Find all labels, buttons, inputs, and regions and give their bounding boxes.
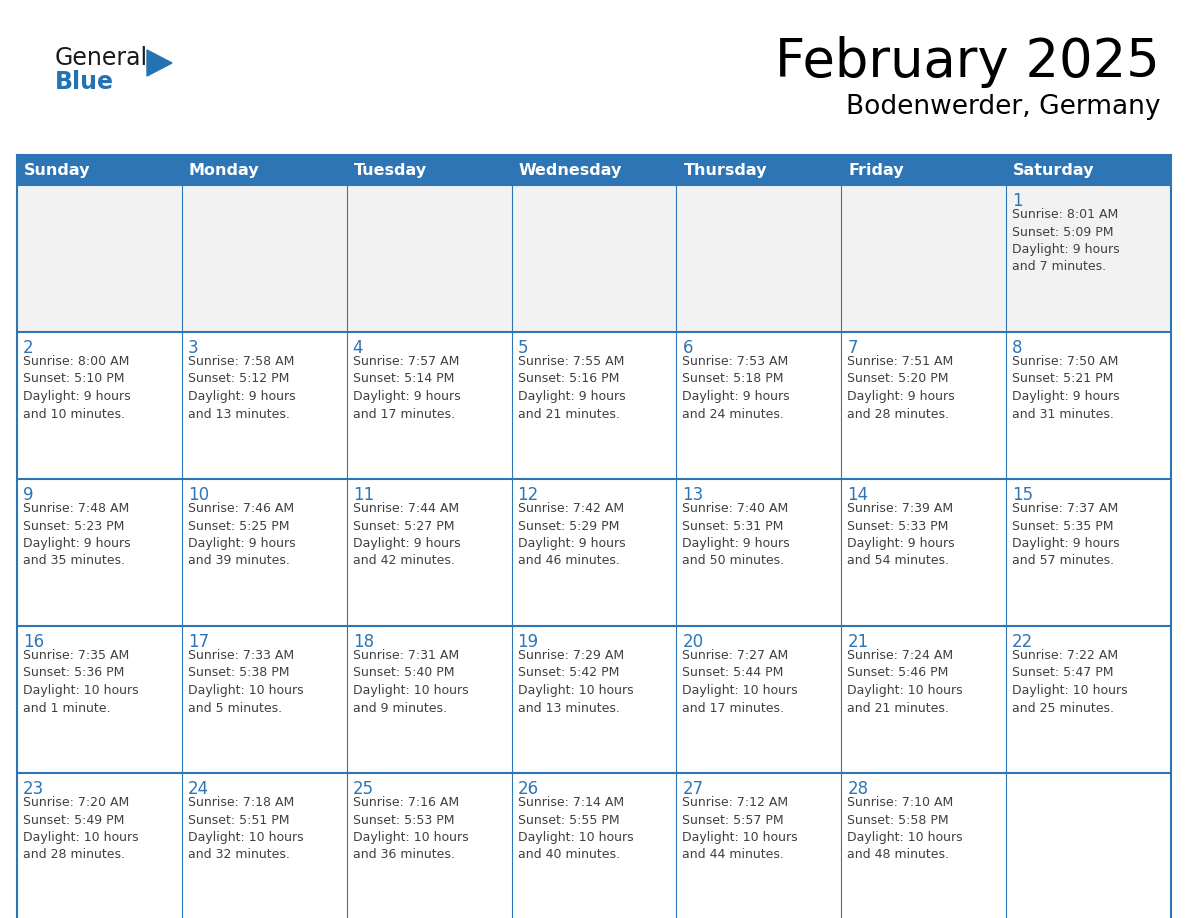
Text: 17: 17 bbox=[188, 633, 209, 651]
Text: Sunrise: 7:20 AM
Sunset: 5:49 PM
Daylight: 10 hours
and 28 minutes.: Sunrise: 7:20 AM Sunset: 5:49 PM Dayligh… bbox=[23, 796, 139, 861]
Text: Sunrise: 7:58 AM
Sunset: 5:12 PM
Daylight: 9 hours
and 13 minutes.: Sunrise: 7:58 AM Sunset: 5:12 PM Dayligh… bbox=[188, 355, 296, 420]
Text: Sunrise: 7:18 AM
Sunset: 5:51 PM
Daylight: 10 hours
and 32 minutes.: Sunrise: 7:18 AM Sunset: 5:51 PM Dayligh… bbox=[188, 796, 303, 861]
Text: Sunrise: 7:24 AM
Sunset: 5:46 PM
Daylight: 10 hours
and 21 minutes.: Sunrise: 7:24 AM Sunset: 5:46 PM Dayligh… bbox=[847, 649, 963, 714]
Polygon shape bbox=[147, 50, 172, 76]
Text: Sunday: Sunday bbox=[24, 162, 90, 177]
Text: 7: 7 bbox=[847, 339, 858, 357]
Text: Sunrise: 7:35 AM
Sunset: 5:36 PM
Daylight: 10 hours
and 1 minute.: Sunrise: 7:35 AM Sunset: 5:36 PM Dayligh… bbox=[23, 649, 139, 714]
Text: Sunrise: 7:16 AM
Sunset: 5:53 PM
Daylight: 10 hours
and 36 minutes.: Sunrise: 7:16 AM Sunset: 5:53 PM Dayligh… bbox=[353, 796, 468, 861]
Bar bbox=[17, 626, 1171, 773]
Text: 28: 28 bbox=[847, 780, 868, 798]
Bar bbox=[17, 773, 1171, 918]
Text: 21: 21 bbox=[847, 633, 868, 651]
Text: Sunrise: 7:10 AM
Sunset: 5:58 PM
Daylight: 10 hours
and 48 minutes.: Sunrise: 7:10 AM Sunset: 5:58 PM Dayligh… bbox=[847, 796, 963, 861]
Text: Sunrise: 7:57 AM
Sunset: 5:14 PM
Daylight: 9 hours
and 17 minutes.: Sunrise: 7:57 AM Sunset: 5:14 PM Dayligh… bbox=[353, 355, 460, 420]
Text: Saturday: Saturday bbox=[1013, 162, 1094, 177]
Text: Wednesday: Wednesday bbox=[519, 162, 623, 177]
Bar bbox=[17, 479, 1171, 626]
Text: Sunrise: 7:51 AM
Sunset: 5:20 PM
Daylight: 9 hours
and 28 minutes.: Sunrise: 7:51 AM Sunset: 5:20 PM Dayligh… bbox=[847, 355, 955, 420]
Text: 20: 20 bbox=[682, 633, 703, 651]
Text: 6: 6 bbox=[682, 339, 693, 357]
Text: 13: 13 bbox=[682, 486, 703, 504]
Text: 19: 19 bbox=[518, 633, 538, 651]
Bar bbox=[17, 332, 1171, 479]
Text: 27: 27 bbox=[682, 780, 703, 798]
Text: Sunrise: 7:37 AM
Sunset: 5:35 PM
Daylight: 9 hours
and 57 minutes.: Sunrise: 7:37 AM Sunset: 5:35 PM Dayligh… bbox=[1012, 502, 1120, 567]
Text: 15: 15 bbox=[1012, 486, 1034, 504]
Text: 1: 1 bbox=[1012, 192, 1023, 210]
Text: Monday: Monday bbox=[189, 162, 259, 177]
Text: Sunrise: 7:14 AM
Sunset: 5:55 PM
Daylight: 10 hours
and 40 minutes.: Sunrise: 7:14 AM Sunset: 5:55 PM Dayligh… bbox=[518, 796, 633, 861]
Text: 12: 12 bbox=[518, 486, 539, 504]
Text: 3: 3 bbox=[188, 339, 198, 357]
Text: 18: 18 bbox=[353, 633, 374, 651]
Text: Tuesday: Tuesday bbox=[354, 162, 426, 177]
Text: Sunrise: 7:22 AM
Sunset: 5:47 PM
Daylight: 10 hours
and 25 minutes.: Sunrise: 7:22 AM Sunset: 5:47 PM Dayligh… bbox=[1012, 649, 1127, 714]
Text: Sunrise: 7:53 AM
Sunset: 5:18 PM
Daylight: 9 hours
and 24 minutes.: Sunrise: 7:53 AM Sunset: 5:18 PM Dayligh… bbox=[682, 355, 790, 420]
Text: Sunrise: 7:44 AM
Sunset: 5:27 PM
Daylight: 9 hours
and 42 minutes.: Sunrise: 7:44 AM Sunset: 5:27 PM Dayligh… bbox=[353, 502, 460, 567]
Text: Sunrise: 8:01 AM
Sunset: 5:09 PM
Daylight: 9 hours
and 7 minutes.: Sunrise: 8:01 AM Sunset: 5:09 PM Dayligh… bbox=[1012, 208, 1120, 274]
Text: 5: 5 bbox=[518, 339, 529, 357]
Bar bbox=[17, 185, 1171, 332]
Text: Sunrise: 7:27 AM
Sunset: 5:44 PM
Daylight: 10 hours
and 17 minutes.: Sunrise: 7:27 AM Sunset: 5:44 PM Dayligh… bbox=[682, 649, 798, 714]
Text: Friday: Friday bbox=[848, 162, 904, 177]
Text: Sunrise: 7:50 AM
Sunset: 5:21 PM
Daylight: 9 hours
and 31 minutes.: Sunrise: 7:50 AM Sunset: 5:21 PM Dayligh… bbox=[1012, 355, 1120, 420]
Text: 8: 8 bbox=[1012, 339, 1023, 357]
Text: Sunrise: 7:39 AM
Sunset: 5:33 PM
Daylight: 9 hours
and 54 minutes.: Sunrise: 7:39 AM Sunset: 5:33 PM Dayligh… bbox=[847, 502, 955, 567]
Text: 23: 23 bbox=[23, 780, 44, 798]
Text: Sunrise: 7:46 AM
Sunset: 5:25 PM
Daylight: 9 hours
and 39 minutes.: Sunrise: 7:46 AM Sunset: 5:25 PM Dayligh… bbox=[188, 502, 296, 567]
Text: 22: 22 bbox=[1012, 633, 1034, 651]
Text: Sunrise: 7:29 AM
Sunset: 5:42 PM
Daylight: 10 hours
and 13 minutes.: Sunrise: 7:29 AM Sunset: 5:42 PM Dayligh… bbox=[518, 649, 633, 714]
Text: 16: 16 bbox=[23, 633, 44, 651]
Text: 10: 10 bbox=[188, 486, 209, 504]
Bar bbox=[17, 155, 1171, 185]
Text: 24: 24 bbox=[188, 780, 209, 798]
Text: Sunrise: 8:00 AM
Sunset: 5:10 PM
Daylight: 9 hours
and 10 minutes.: Sunrise: 8:00 AM Sunset: 5:10 PM Dayligh… bbox=[23, 355, 131, 420]
Text: Sunrise: 7:48 AM
Sunset: 5:23 PM
Daylight: 9 hours
and 35 minutes.: Sunrise: 7:48 AM Sunset: 5:23 PM Dayligh… bbox=[23, 502, 131, 567]
Text: Sunrise: 7:31 AM
Sunset: 5:40 PM
Daylight: 10 hours
and 9 minutes.: Sunrise: 7:31 AM Sunset: 5:40 PM Dayligh… bbox=[353, 649, 468, 714]
Text: February 2025: February 2025 bbox=[776, 36, 1159, 88]
Text: 4: 4 bbox=[353, 339, 364, 357]
Text: 2: 2 bbox=[23, 339, 33, 357]
Text: Sunrise: 7:33 AM
Sunset: 5:38 PM
Daylight: 10 hours
and 5 minutes.: Sunrise: 7:33 AM Sunset: 5:38 PM Dayligh… bbox=[188, 649, 303, 714]
Text: Bodenwerder, Germany: Bodenwerder, Germany bbox=[846, 94, 1159, 120]
Text: Sunrise: 7:40 AM
Sunset: 5:31 PM
Daylight: 9 hours
and 50 minutes.: Sunrise: 7:40 AM Sunset: 5:31 PM Dayligh… bbox=[682, 502, 790, 567]
Text: 25: 25 bbox=[353, 780, 374, 798]
Text: Blue: Blue bbox=[55, 70, 114, 94]
Text: 11: 11 bbox=[353, 486, 374, 504]
Text: Sunrise: 7:42 AM
Sunset: 5:29 PM
Daylight: 9 hours
and 46 minutes.: Sunrise: 7:42 AM Sunset: 5:29 PM Dayligh… bbox=[518, 502, 625, 567]
Text: 14: 14 bbox=[847, 486, 868, 504]
Text: 9: 9 bbox=[23, 486, 33, 504]
Text: General: General bbox=[55, 46, 148, 70]
Text: Sunrise: 7:12 AM
Sunset: 5:57 PM
Daylight: 10 hours
and 44 minutes.: Sunrise: 7:12 AM Sunset: 5:57 PM Dayligh… bbox=[682, 796, 798, 861]
Text: Thursday: Thursday bbox=[683, 162, 767, 177]
Text: 26: 26 bbox=[518, 780, 538, 798]
Text: Sunrise: 7:55 AM
Sunset: 5:16 PM
Daylight: 9 hours
and 21 minutes.: Sunrise: 7:55 AM Sunset: 5:16 PM Dayligh… bbox=[518, 355, 625, 420]
